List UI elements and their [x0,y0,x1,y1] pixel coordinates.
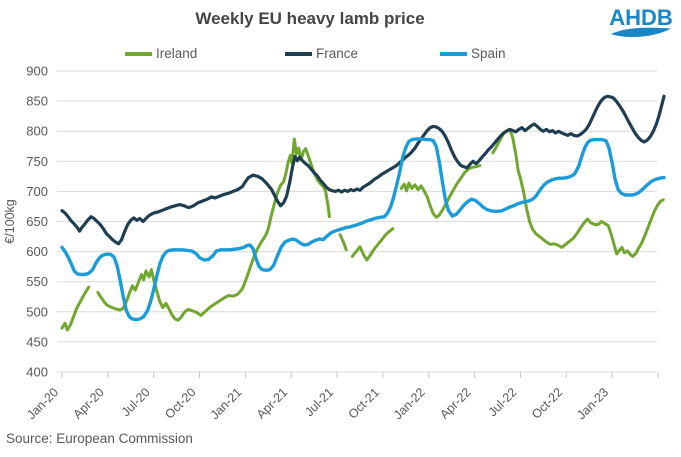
legend-label-france: France [316,46,359,61]
spain-line-swatch-icon [440,52,467,56]
series-line-ireland [338,233,348,252]
y-tick-label: 550 [26,274,48,289]
x-tick-label: Jul-21 [302,385,336,419]
y-tick-label: 650 [26,214,48,229]
x-tick-label: Jul-20 [119,385,153,419]
y-axis-title: €/100kg [3,199,17,244]
series-line-ireland [399,164,482,219]
x-tick-label: Jan-21 [208,385,245,422]
x-tick-label: Oct-21 [346,385,382,421]
series-line-ireland [350,227,395,262]
x-tick-label: Apr-21 [254,385,290,421]
series-line-ireland [491,127,665,258]
y-tick-label: 500 [26,304,48,319]
ahdb-logo: AHDB [607,3,675,47]
x-tick-label: Jan-22 [391,385,428,422]
y-tick-label: 400 [26,365,48,380]
x-tick-label: Jan-23 [574,385,611,422]
legend-item-spain: Spain [440,46,506,62]
legend-label-spain: Spain [471,46,506,61]
series-line-spain [60,137,666,322]
x-tick-label: Apr-20 [71,385,107,421]
x-tick-label: Oct-20 [162,385,198,421]
source-note: Source: European Commission [6,431,193,446]
y-tick-label: 450 [26,334,48,349]
x-tick-label: Apr-22 [437,385,473,421]
y-tick-label: 850 [26,94,48,109]
ahdb-logo-graphic: AHDB [609,5,673,38]
ahdb-logo-text: AHDB [609,5,673,30]
y-tick-label: 700 [26,184,48,199]
series-line-ireland [60,285,91,332]
legend-item-france: France [285,46,358,62]
legend-item-ireland: Ireland [125,46,197,62]
france-line-swatch-icon [285,52,312,56]
x-tick-label: Oct-22 [529,385,565,421]
chart-title: Weekly EU heavy lamb price [195,9,425,28]
y-tick-label: 600 [26,244,48,259]
y-tick-label: 900 [26,64,48,79]
ireland-line-swatch-icon [125,52,152,56]
x-tick-label: Jan-20 [24,385,61,422]
y-tick-label: 800 [26,124,48,139]
x-tick-label: Jul-22 [486,385,520,419]
series-line-ireland [96,137,331,322]
series-line-france [60,94,666,246]
legend-label-ireland: Ireland [156,46,198,61]
y-tick-label: 750 [26,154,48,169]
ahdb-logo-wave-icon [611,27,671,38]
